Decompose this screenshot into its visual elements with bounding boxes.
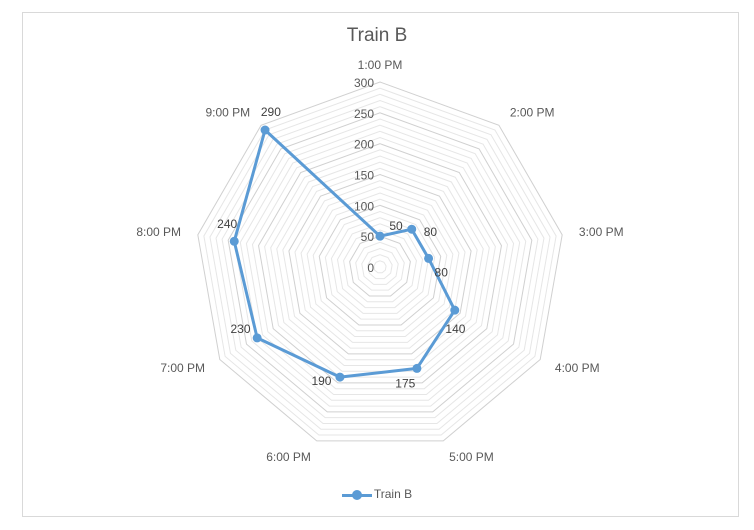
minor-gridline (251, 136, 509, 390)
major-gridline (258, 143, 502, 384)
data-point (424, 253, 434, 263)
major-gridline (318, 204, 442, 326)
category-label: 5:00 PM (449, 450, 494, 464)
minor-gridline (239, 124, 521, 401)
minor-gridline (203, 87, 557, 436)
minor-gridline (270, 155, 490, 372)
minor-gridline (343, 229, 417, 303)
major-gridline (349, 235, 411, 297)
data-point (407, 224, 417, 234)
category-label: 9:00 PM (205, 105, 250, 119)
series-line (232, 128, 457, 379)
radial-tick-label: 150 (354, 169, 374, 183)
minor-gridline (355, 241, 405, 291)
data-label: 230 (230, 322, 250, 336)
minor-gridline (300, 186, 460, 343)
data-label: 290 (261, 105, 281, 119)
category-label: 8:00 PM (136, 225, 181, 239)
data-label: 240 (217, 217, 237, 231)
chart-frame (22, 12, 739, 517)
category-label: 2:00 PM (510, 105, 555, 119)
legend-swatch-icon (341, 489, 372, 500)
radial-tick-label: 250 (354, 107, 374, 121)
minor-gridline (282, 167, 478, 361)
radial-tick-label: 50 (361, 230, 375, 244)
data-point (335, 372, 345, 382)
data-label: 80 (435, 265, 449, 279)
category-label: 1:00 PM (358, 58, 403, 72)
data-label: 50 (389, 219, 403, 233)
minor-gridline (373, 260, 387, 274)
radial-tick-label: 0 (367, 261, 374, 275)
minor-gridline (276, 161, 484, 367)
legend-label: Train B (373, 487, 413, 501)
category-label: 6:00 PM (266, 450, 311, 464)
data-label: 80 (424, 225, 438, 239)
minor-gridline (209, 93, 551, 430)
radial-tick-label: 300 (354, 76, 374, 90)
data-label: 140 (445, 322, 465, 336)
category-label: 3:00 PM (579, 225, 624, 239)
data-point (450, 305, 460, 315)
data-point (252, 333, 262, 343)
legend: Train B (0, 487, 754, 501)
major-gridline (197, 81, 563, 442)
minor-gridline (306, 192, 454, 338)
data-point (375, 231, 385, 241)
data-point (260, 125, 270, 135)
chart-title: Train B (346, 25, 408, 46)
major-gridline (227, 112, 533, 413)
minor-gridline (245, 130, 515, 395)
radial-tick-label: 100 (354, 199, 374, 213)
minor-gridline (312, 198, 448, 332)
minor-gridline (233, 118, 527, 407)
minor-gridline (264, 149, 496, 378)
minor-gridline (324, 210, 436, 320)
data-label: 175 (395, 376, 415, 390)
radial-tick-label: 200 (354, 138, 374, 152)
data-point (229, 236, 239, 246)
data-label: 190 (311, 374, 331, 388)
category-label: 7:00 PM (160, 361, 205, 375)
minor-gridline (215, 99, 545, 424)
major-gridline (288, 173, 472, 355)
minor-gridline (294, 180, 466, 349)
minor-gridline (367, 254, 393, 280)
data-point (412, 363, 422, 373)
minor-gridline (336, 223, 424, 309)
minor-gridline (361, 247, 399, 285)
category-label: 4:00 PM (555, 361, 600, 375)
